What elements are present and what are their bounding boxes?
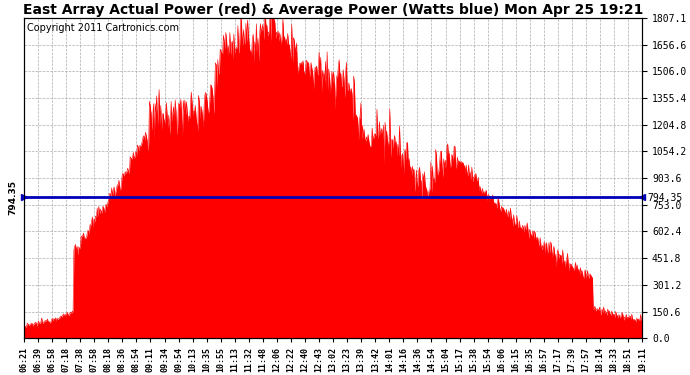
Text: 794.35: 794.35 <box>9 180 18 215</box>
Title: East Array Actual Power (red) & Average Power (Watts blue) Mon Apr 25 19:21: East Array Actual Power (red) & Average … <box>23 3 643 17</box>
Text: Copyright 2011 Cartronics.com: Copyright 2011 Cartronics.com <box>27 23 179 33</box>
